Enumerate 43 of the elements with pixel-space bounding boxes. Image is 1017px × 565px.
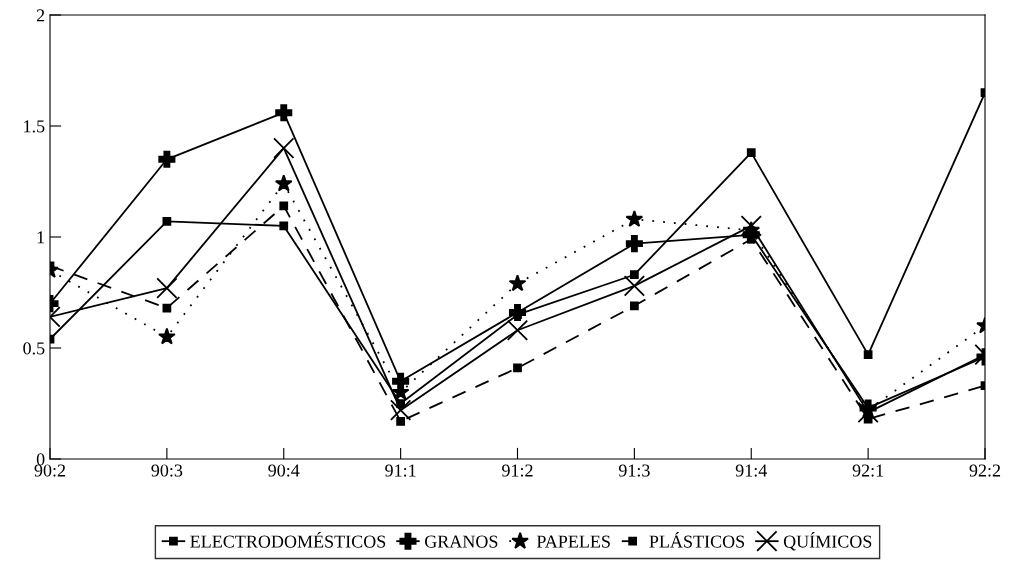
x-tick-label: 91:4 bbox=[735, 464, 768, 477]
point bbox=[389, 399, 412, 421]
y-tick-label: 0 bbox=[36, 453, 45, 466]
y-tick-label: 2 bbox=[36, 9, 45, 22]
point bbox=[279, 201, 289, 211]
x-tick-label: 91:2 bbox=[502, 464, 533, 477]
point bbox=[623, 275, 646, 297]
x-tick-label: 92:2 bbox=[969, 464, 1001, 477]
legend-label: QUÍMICOS bbox=[783, 532, 872, 551]
point bbox=[162, 217, 172, 226]
x-tick-label: 90:2 bbox=[34, 464, 66, 477]
x-tick-label: 91:3 bbox=[618, 464, 650, 477]
point bbox=[625, 210, 644, 227]
point bbox=[275, 104, 293, 122]
point bbox=[740, 215, 762, 237]
point bbox=[158, 327, 176, 345]
x-tick-label: 92:1 bbox=[852, 464, 884, 477]
point bbox=[629, 270, 639, 280]
legend-label: PAPELES bbox=[536, 535, 610, 548]
legend-label: PLÁSTICOS bbox=[649, 532, 745, 548]
legend-label: GRANOS bbox=[424, 535, 498, 548]
point bbox=[746, 148, 756, 158]
y-tick-label: 0.5 bbox=[23, 342, 45, 355]
point bbox=[273, 137, 295, 159]
point bbox=[279, 221, 289, 231]
x-tick-label: 91:1 bbox=[385, 464, 416, 477]
point bbox=[625, 235, 643, 253]
point bbox=[156, 277, 178, 299]
point bbox=[274, 174, 293, 192]
point bbox=[158, 150, 176, 168]
y-tick-label: 1 bbox=[37, 231, 45, 244]
point bbox=[513, 363, 522, 373]
x-tick-label: 90:3 bbox=[151, 464, 183, 477]
point bbox=[506, 319, 529, 341]
point bbox=[396, 416, 406, 426]
x-tick-label: 90:4 bbox=[268, 464, 300, 477]
y-tick-label: 1.5 bbox=[24, 120, 45, 133]
point bbox=[863, 350, 873, 360]
point bbox=[508, 274, 527, 292]
point bbox=[629, 301, 639, 311]
point bbox=[857, 401, 879, 424]
point bbox=[508, 303, 527, 322]
legend-label: ELECTRODOMÉSTICOS bbox=[190, 532, 386, 548]
